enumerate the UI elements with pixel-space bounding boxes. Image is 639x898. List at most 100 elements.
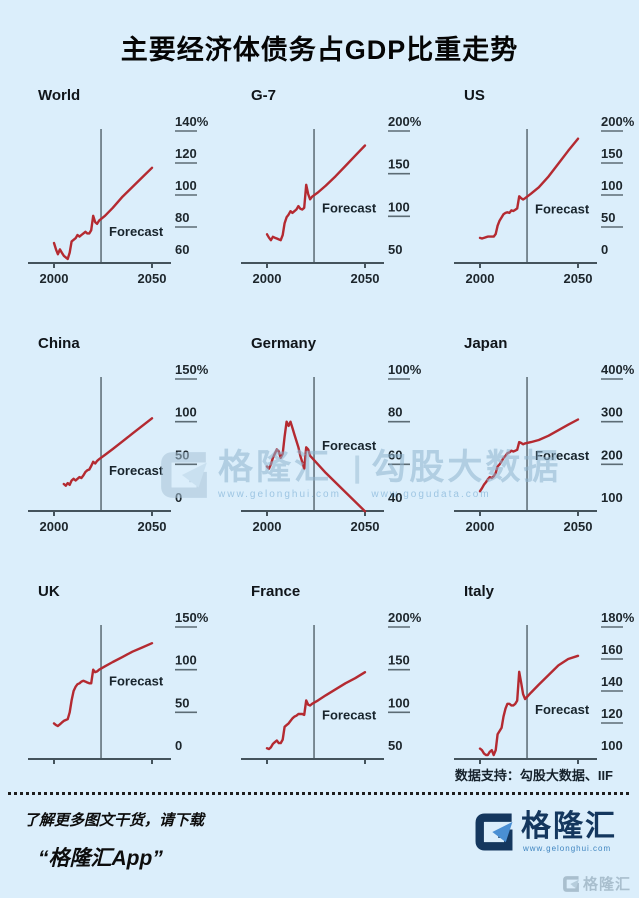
forecast-label: Forecast xyxy=(535,702,590,717)
gelonghui-g-icon xyxy=(563,875,579,892)
footer-promo-block: 了解更多图文干货，请下载 “格隆汇App” xyxy=(24,809,204,872)
chart-title: China xyxy=(38,335,80,352)
chart-title: World xyxy=(38,87,81,104)
page-title: 主要经济体债务占GDP比重走势 xyxy=(120,35,519,65)
debt-gdp-series-line xyxy=(265,144,367,242)
chart-title: France xyxy=(251,583,301,600)
y-tick-label: 50 xyxy=(388,738,402,753)
y-tick-label: 200% xyxy=(388,114,422,129)
x-tick-label: 2050 xyxy=(564,271,593,286)
chart-grid: World 2000 2050 140% 120 100 80 60 Forecast G-7… xyxy=(0,81,639,779)
chart-cell-japan: Japan 2000 2050 400% 300 200 100 Forecast xyxy=(426,329,639,563)
y-tick-label: 300 xyxy=(601,405,623,420)
x-tick-label: 2000 xyxy=(466,271,495,286)
gelonghui-g-icon xyxy=(475,813,513,851)
x-tick-label: 2050 xyxy=(564,519,593,534)
chart-plot-france: 200% 150 100 50 Forecast xyxy=(241,610,422,764)
chart-title: Germany xyxy=(251,335,317,352)
corner-watermark: 格隆汇 xyxy=(562,873,631,894)
debt-gdp-series-line xyxy=(62,417,154,487)
chart-cell-china: China 2000 2050 150% 100 50 0 Forecast xyxy=(0,329,213,563)
forecast-label: Forecast xyxy=(535,202,590,217)
y-tick-label: 0 xyxy=(601,242,608,257)
x-tick-label: 2050 xyxy=(138,271,167,286)
y-tick-label: 200% xyxy=(601,114,635,129)
y-tick-label: 50 xyxy=(175,447,189,462)
corner-watermark-text: 格隆汇 xyxy=(582,876,631,893)
y-tick-label: 40 xyxy=(388,490,402,505)
forecast-label: Forecast xyxy=(109,674,164,689)
y-tick-label: 60 xyxy=(175,242,189,257)
y-tick-label: 0 xyxy=(175,738,182,753)
debt-gdp-series-line xyxy=(478,654,580,757)
app-name-text: “格隆汇App” xyxy=(38,847,163,870)
y-tick-label: 400% xyxy=(601,362,635,377)
forecast-label: Forecast xyxy=(535,448,590,463)
x-tick-label: 2000 xyxy=(253,271,282,286)
chart-title: G-7 xyxy=(251,87,277,104)
x-tick-label: 2000 xyxy=(40,271,69,286)
chart-plot-g7: 2000 2050 200% 150 100 50 Forecast xyxy=(241,114,422,286)
y-tick-label: 100% xyxy=(388,362,422,377)
y-tick-label: 100 xyxy=(175,178,197,193)
chart-title: US xyxy=(464,87,485,104)
y-tick-label: 180% xyxy=(601,610,635,625)
x-tick-label: 2000 xyxy=(466,519,495,534)
chart-cell-world: World 2000 2050 140% 120 100 80 60 Forecast xyxy=(0,81,213,315)
y-tick-label: 0 xyxy=(175,490,182,505)
y-tick-label: 100 xyxy=(601,178,623,193)
y-tick-label: 200% xyxy=(388,610,422,625)
y-tick-label: 150% xyxy=(175,362,209,377)
y-tick-label: 100 xyxy=(388,199,410,214)
page-footer: 了解更多图文干货，请下载 “格隆汇App” 格隆汇 www.gelonghui.… xyxy=(0,795,639,872)
chart-cell-us: US 2000 2050 200% 150 100 50 0 Forecast xyxy=(426,81,639,315)
chart-cell-france: France 200% 150 100 50 Forecast xyxy=(213,577,426,779)
dashed-divider xyxy=(8,792,631,795)
y-tick-label: 160 xyxy=(601,642,623,657)
y-tick-label: 140% xyxy=(175,114,209,129)
chart-plot-germany: 2000 2050 100% 80 60 40 Forecast xyxy=(241,362,422,534)
y-tick-label: 100 xyxy=(601,490,623,505)
forecast-label: Forecast xyxy=(322,438,377,453)
data-source-note: 数据支持：勾股大数据、IIF xyxy=(454,768,613,783)
y-tick-label: 100 xyxy=(175,653,197,668)
gelonghui-logo: 格隆汇 www.gelonghui.com xyxy=(473,811,617,853)
forecast-label: Forecast xyxy=(109,224,164,239)
chart-cell-italy: Italy 180% 160 140 120 100 Forecast xyxy=(426,577,639,779)
debt-gdp-series-line xyxy=(265,420,367,513)
y-tick-label: 150 xyxy=(388,157,410,172)
debt-gdp-series-line xyxy=(52,642,154,728)
chart-title: UK xyxy=(38,583,60,600)
y-tick-label: 50 xyxy=(601,210,615,225)
y-tick-label: 50 xyxy=(388,242,402,257)
y-tick-label: 60 xyxy=(388,447,402,462)
chart-plot-china: 2000 2050 150% 100 50 0 Forecast xyxy=(28,362,209,534)
y-tick-label: 150 xyxy=(601,146,623,161)
chart-title: Italy xyxy=(464,583,495,600)
chart-plot-world: 2000 2050 140% 120 100 80 60 Forecast xyxy=(28,114,209,286)
chart-plot-us: 2000 2050 200% 150 100 50 0 Forecast xyxy=(454,114,635,286)
y-tick-label: 150% xyxy=(175,610,209,625)
debt-gdp-series-line xyxy=(265,670,367,751)
forecast-label: Forecast xyxy=(322,200,377,215)
x-tick-label: 2050 xyxy=(351,519,380,534)
debt-gdp-series-line xyxy=(478,137,580,240)
y-tick-label: 200 xyxy=(601,447,623,462)
chart-cell-g7: G-7 2000 2050 200% 150 100 50 Forecast xyxy=(213,81,426,315)
y-tick-label: 80 xyxy=(175,210,189,225)
chart-plot-japan: 2000 2050 400% 300 200 100 Forecast xyxy=(454,362,635,534)
y-tick-label: 120 xyxy=(175,146,197,161)
chart-title: Japan xyxy=(464,335,508,352)
y-tick-label: 50 xyxy=(175,695,189,710)
y-tick-label: 150 xyxy=(388,653,410,668)
chart-cell-uk: UK 150% 100 50 0 Forecast xyxy=(0,577,213,779)
y-tick-label: 120 xyxy=(601,706,623,721)
y-tick-label: 100 xyxy=(175,405,197,420)
logo-url-text: www.gelonghui.com xyxy=(523,844,612,853)
y-tick-label: 80 xyxy=(388,405,402,420)
logo-brand-text: 格隆汇 xyxy=(521,810,617,843)
x-tick-label: 2000 xyxy=(40,519,69,534)
chart-cell-germany: Germany 2000 2050 100% 80 60 40 Forecast xyxy=(213,329,426,563)
y-tick-label: 100 xyxy=(388,695,410,710)
y-tick-label: 100 xyxy=(601,738,623,753)
